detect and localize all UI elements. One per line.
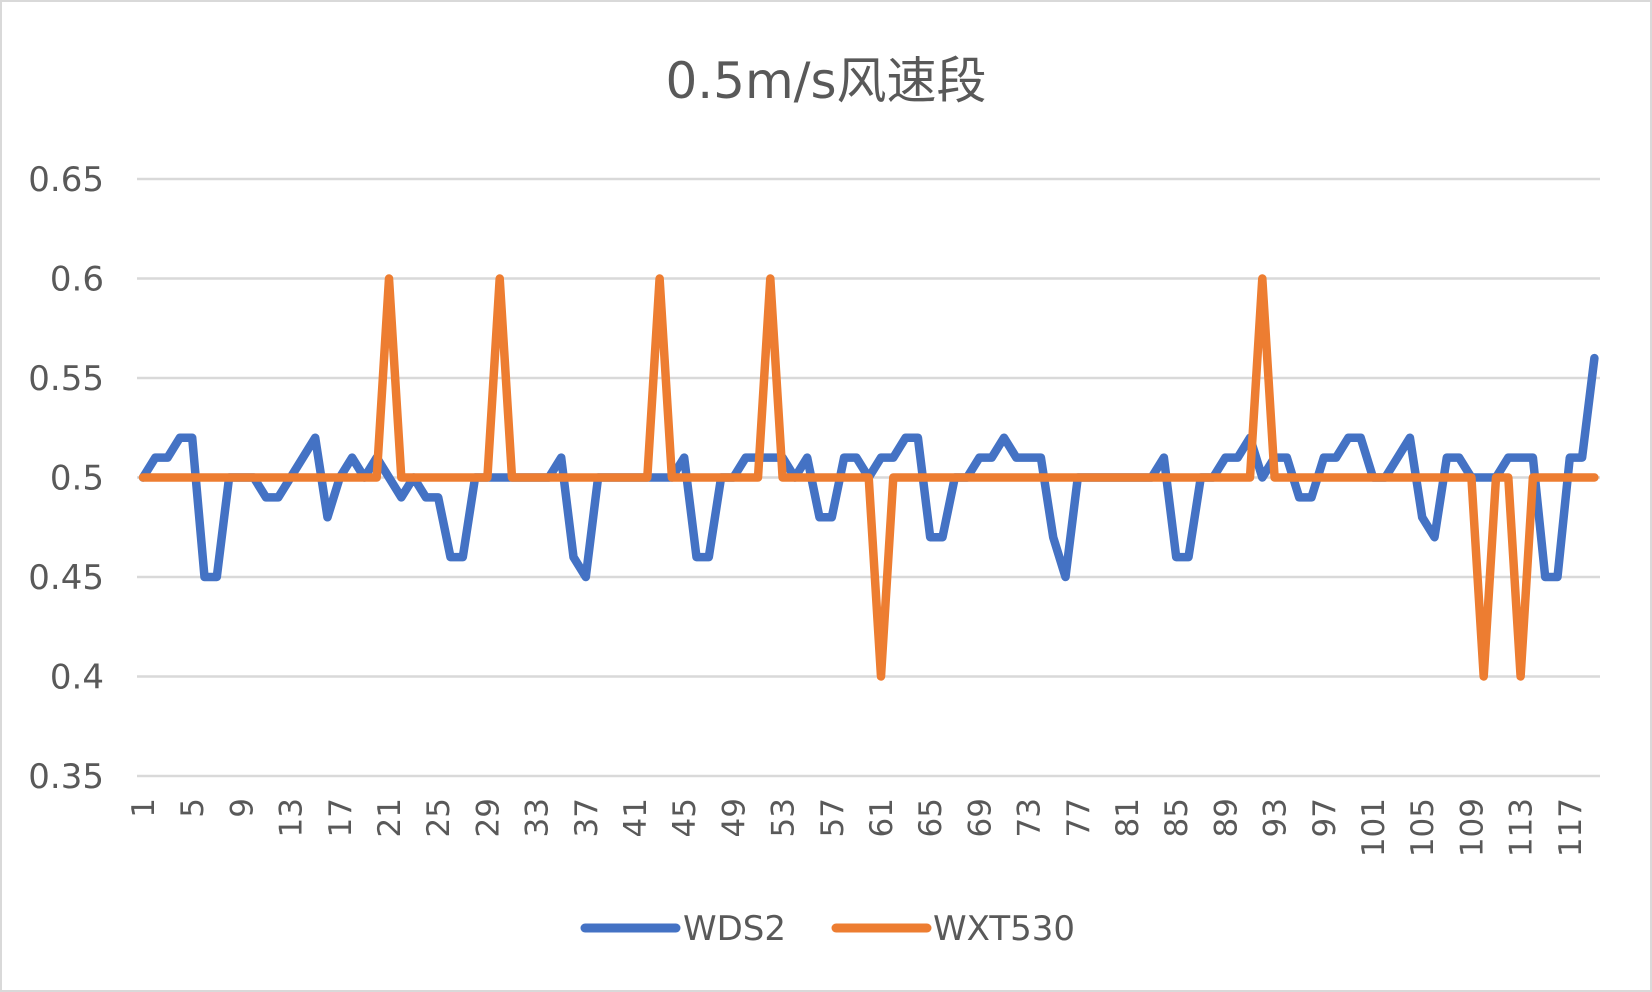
x-tick-label: 57 xyxy=(815,798,851,837)
x-tick-label: 109 xyxy=(1454,798,1490,857)
x-tick-label: 65 xyxy=(913,798,949,837)
x-tick-label: 25 xyxy=(421,798,457,837)
legend-label-wxt530: WXT530 xyxy=(933,909,1075,949)
plot-area xyxy=(138,274,1599,681)
x-tick-label: 13 xyxy=(274,798,310,837)
y-tick-label: 0.65 xyxy=(28,160,104,200)
x-tick-label: 101 xyxy=(1356,798,1392,857)
y-axis-labels: 0.35 0.4 0.45 0.5 0.55 0.6 0.65 xyxy=(28,160,104,797)
y-tick-label: 0.55 xyxy=(28,359,104,399)
series-line-wxt530[interactable] xyxy=(138,274,1599,681)
y-tick-label: 0.4 xyxy=(50,658,104,698)
x-tick-label: 37 xyxy=(569,798,605,837)
x-tick-label: 49 xyxy=(716,798,752,837)
x-tick-label: 81 xyxy=(1110,798,1146,837)
y-tick-label: 0.6 xyxy=(50,260,104,300)
x-tick-label: 17 xyxy=(323,798,359,837)
legend: WDS2 WXT530 xyxy=(580,909,1075,949)
x-tick-label: 1 xyxy=(126,798,162,818)
legend-item-wds2[interactable]: WDS2 xyxy=(580,909,786,949)
y-tick-label: 0.45 xyxy=(28,558,104,598)
x-tick-label: 33 xyxy=(520,798,556,837)
chart-title: 0.5m/s风速段 xyxy=(665,52,986,110)
x-axis-labels: 1 5 9 13 17 21 25 29 33 37 41 45 49 53 57 61 65 69 73 77 81 8… xyxy=(126,798,1589,857)
x-tick-label: 61 xyxy=(864,798,900,837)
x-tick-label: 21 xyxy=(372,798,408,837)
y-tick-label: 0.35 xyxy=(28,757,104,797)
x-tick-label: 29 xyxy=(470,798,506,837)
x-tick-label: 45 xyxy=(667,798,703,837)
legend-item-wxt530[interactable]: WXT530 xyxy=(831,909,1075,949)
x-tick-label: 5 xyxy=(175,798,211,818)
legend-label-wds2: WDS2 xyxy=(683,909,786,949)
x-tick-label: 77 xyxy=(1061,798,1097,837)
y-tick-label: 0.5 xyxy=(50,459,104,499)
x-tick-label: 41 xyxy=(618,798,654,837)
x-tick-label: 97 xyxy=(1307,798,1343,837)
x-tick-label: 93 xyxy=(1258,798,1294,837)
x-tick-label: 89 xyxy=(1208,798,1244,837)
x-tick-label: 9 xyxy=(224,798,260,818)
x-tick-label: 69 xyxy=(962,798,998,837)
x-tick-label: 113 xyxy=(1504,798,1540,857)
x-tick-label: 85 xyxy=(1159,798,1195,837)
x-tick-label: 117 xyxy=(1553,798,1589,857)
x-tick-label: 53 xyxy=(766,798,802,837)
x-tick-label: 73 xyxy=(1012,798,1048,837)
x-tick-label: 105 xyxy=(1405,798,1441,857)
